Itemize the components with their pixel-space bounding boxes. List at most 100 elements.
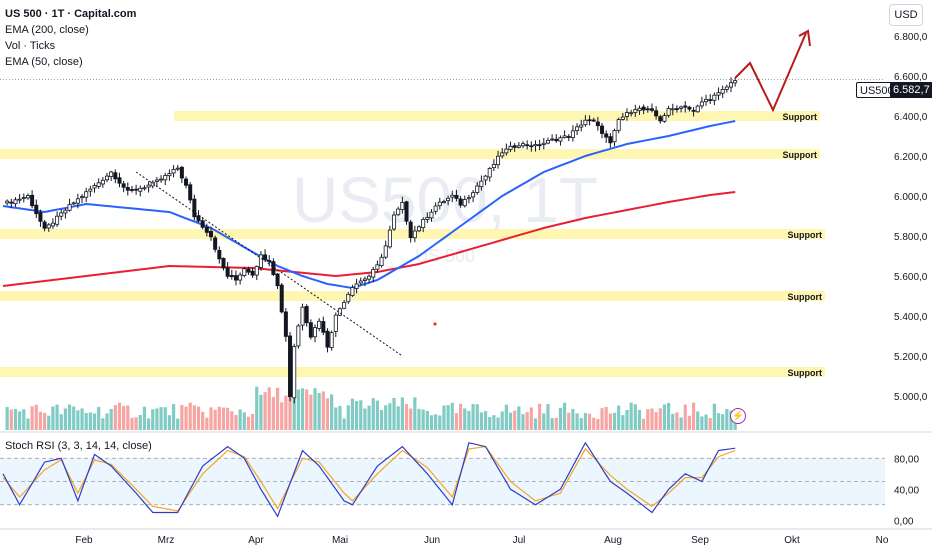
candle-body[interactable] — [371, 269, 376, 278]
candle-body[interactable] — [679, 106, 684, 109]
ema200-label[interactable]: EMA (200, close) — [5, 24, 89, 36]
candle-body[interactable] — [454, 195, 459, 199]
candle-body[interactable] — [88, 188, 93, 192]
candle-body[interactable] — [267, 260, 272, 262]
candle-body[interactable] — [516, 145, 521, 148]
candle-body[interactable] — [733, 80, 738, 84]
candle-body[interactable] — [446, 197, 451, 202]
candle-body[interactable] — [154, 179, 159, 182]
candle-body[interactable] — [38, 212, 43, 222]
candle-body[interactable] — [67, 204, 72, 211]
candle-body[interactable] — [687, 106, 692, 110]
candle-body[interactable] — [283, 311, 288, 337]
candle-body[interactable] — [591, 119, 596, 122]
candle-body[interactable] — [645, 108, 650, 111]
candle-body[interactable] — [304, 306, 309, 324]
candle-body[interactable] — [450, 194, 455, 198]
candle-body[interactable] — [146, 184, 151, 188]
candle-body[interactable] — [250, 270, 255, 276]
ema50-label[interactable]: EMA (50, close) — [5, 56, 83, 68]
candle-body[interactable] — [80, 196, 85, 199]
candle-body[interactable] — [354, 283, 359, 289]
candle-body[interactable] — [633, 109, 638, 113]
candle-body[interactable] — [42, 221, 47, 229]
candle-body[interactable] — [600, 125, 605, 134]
candle-body[interactable] — [312, 327, 317, 338]
candle-body[interactable] — [487, 168, 492, 178]
lightning-icon[interactable]: ⚡ — [730, 408, 746, 424]
candle-body[interactable] — [55, 215, 60, 225]
candle-body[interactable] — [654, 110, 659, 117]
candle-body[interactable] — [625, 112, 630, 117]
candle-body[interactable] — [496, 155, 501, 166]
candle-body[interactable] — [59, 212, 64, 217]
candle-body[interactable] — [100, 179, 105, 185]
candle-body[interactable] — [342, 302, 347, 309]
candle-body[interactable] — [142, 187, 147, 190]
candle-body[interactable] — [529, 145, 534, 148]
candle-body[interactable] — [163, 175, 168, 181]
candle-body[interactable] — [217, 249, 222, 260]
candle-body[interactable] — [662, 115, 667, 122]
candle-body[interactable] — [533, 144, 538, 147]
candle-body[interactable] — [674, 108, 679, 110]
candle-body[interactable] — [333, 314, 338, 332]
candle-body[interactable] — [13, 199, 18, 205]
candle-body[interactable] — [708, 99, 713, 102]
candle-body[interactable] — [208, 231, 213, 238]
candle-body[interactable] — [96, 182, 101, 187]
candle-body[interactable] — [9, 201, 14, 204]
candle-body[interactable] — [475, 185, 480, 193]
candle-body[interactable] — [188, 184, 193, 201]
candle-body[interactable] — [213, 237, 218, 250]
candle-body[interactable] — [683, 105, 688, 108]
candle-body[interactable] — [275, 273, 280, 287]
candle-body[interactable] — [695, 105, 700, 113]
candle-body[interactable] — [550, 138, 555, 141]
candle-body[interactable] — [554, 138, 559, 142]
candle-body[interactable] — [138, 187, 143, 192]
candle-body[interactable] — [620, 116, 625, 120]
candle-body[interactable] — [296, 325, 301, 347]
candle-body[interactable] — [408, 221, 413, 238]
candle-body[interactable] — [196, 215, 201, 222]
candle-body[interactable] — [392, 214, 397, 230]
candle-body[interactable] — [5, 200, 10, 204]
support-zone[interactable] — [0, 291, 825, 301]
candle-body[interactable] — [184, 178, 189, 186]
candle-body[interactable] — [400, 202, 405, 210]
candle-body[interactable] — [462, 199, 467, 207]
candle-body[interactable] — [658, 116, 663, 122]
candle-body[interactable] — [175, 167, 180, 170]
candle-body[interactable] — [358, 280, 363, 284]
candle-body[interactable] — [562, 135, 567, 138]
candle-body[interactable] — [25, 195, 30, 199]
candle-body[interactable] — [479, 180, 484, 188]
candle-body[interactable] — [483, 175, 488, 181]
candle-body[interactable] — [329, 332, 334, 348]
candle-body[interactable] — [699, 101, 704, 107]
candle-body[interactable] — [179, 166, 184, 179]
candle-body[interactable] — [500, 152, 505, 157]
candle-body[interactable] — [192, 198, 197, 218]
candle-body[interactable] — [375, 264, 380, 270]
candle-body[interactable] — [204, 226, 209, 233]
candle-body[interactable] — [367, 275, 372, 280]
candle-body[interactable] — [525, 144, 530, 147]
candle-body[interactable] — [521, 143, 526, 147]
candle-body[interactable] — [666, 108, 671, 116]
support-zone[interactable] — [174, 111, 820, 121]
candle-body[interactable] — [121, 183, 126, 188]
candle-body[interactable] — [246, 268, 251, 273]
currency-button[interactable]: USD — [889, 4, 923, 26]
trendline[interactable] — [135, 171, 403, 357]
candle-body[interactable] — [570, 130, 575, 138]
candle-body[interactable] — [279, 284, 284, 313]
symbol-title[interactable]: US 500 · 1T · Capital.com — [5, 8, 137, 20]
candle-body[interactable] — [421, 219, 426, 229]
candle-body[interactable] — [242, 268, 247, 276]
candle-body[interactable] — [704, 98, 709, 103]
candle-body[interactable] — [379, 256, 384, 267]
candle-body[interactable] — [604, 133, 609, 138]
